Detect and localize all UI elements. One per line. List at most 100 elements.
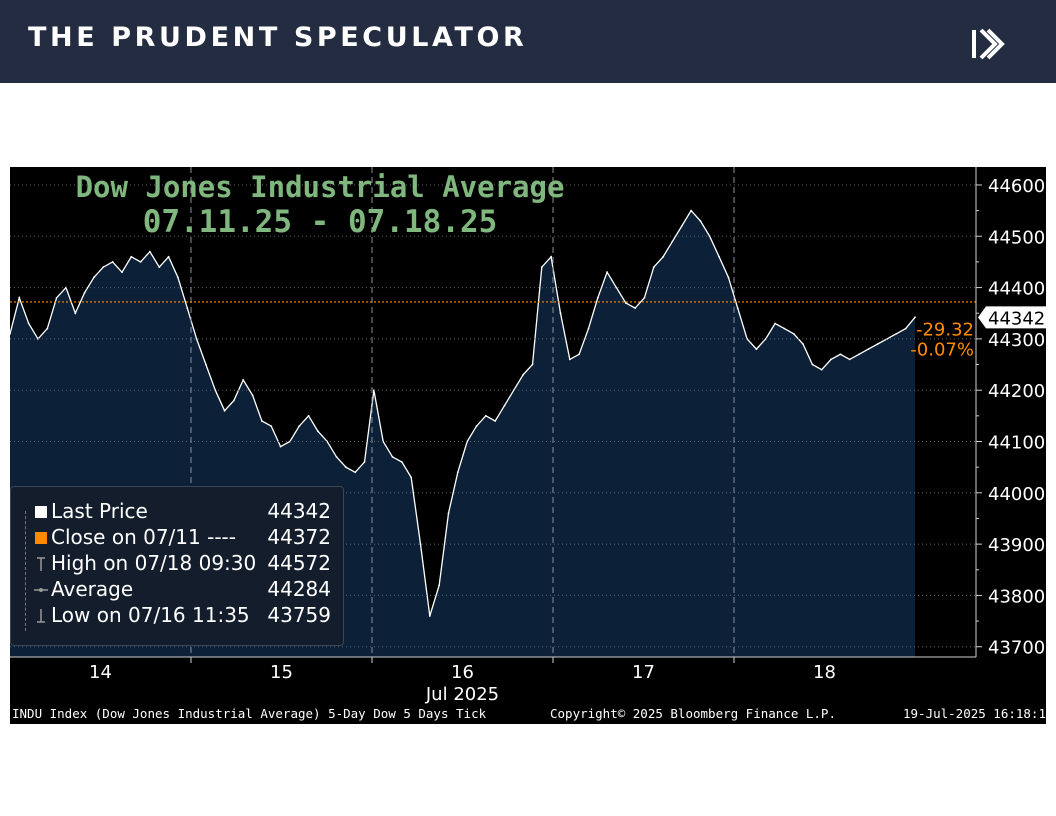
footer-index-description: INDU Index (Dow Jones Industrial Average… — [12, 706, 487, 721]
data-point — [111, 261, 114, 263]
high-marker-icon — [37, 557, 45, 571]
data-point — [74, 312, 77, 315]
data-point — [680, 225, 683, 227]
legend-value: 44342 — [267, 499, 331, 523]
data-point — [755, 348, 758, 350]
page-header: THE PRUDENT SPECULATOR — [0, 0, 1056, 83]
last-price-tag-bg — [978, 306, 1046, 329]
y-tick-label: 44300 — [988, 330, 1045, 351]
data-point — [363, 461, 366, 463]
bloomberg-chart: 44600 44500 44400 44300 44200 44100 44000 43900… — [10, 167, 1054, 724]
data-point — [10, 332, 11, 335]
data-point — [484, 414, 487, 417]
data-point — [475, 425, 478, 427]
data-point — [158, 266, 161, 268]
data-point — [102, 266, 105, 268]
data-point — [699, 220, 702, 222]
data-point — [205, 363, 207, 366]
data-point — [727, 276, 730, 279]
data-point — [867, 348, 870, 350]
data-point — [531, 363, 534, 366]
data-point — [904, 327, 907, 330]
x-tick-label: 18 — [813, 662, 836, 683]
data-point — [167, 255, 170, 258]
data-point — [83, 291, 86, 294]
data-point — [27, 322, 30, 325]
data-point — [615, 286, 618, 289]
legend-label: Low on 07/16 11:35 — [51, 603, 250, 627]
square-swatch-icon — [35, 532, 47, 544]
data-point — [596, 296, 599, 299]
data-point — [587, 327, 590, 330]
chart-subtitle: 07.11.25 - 07.18.25 — [143, 204, 498, 240]
data-point — [55, 296, 58, 299]
data-point — [317, 430, 319, 433]
data-point — [46, 327, 49, 330]
data-point — [419, 543, 422, 545]
data-point — [261, 420, 263, 422]
legend-row-last-price: Last Price 44342 — [11, 499, 343, 525]
data-point — [578, 353, 580, 356]
y-tick-label: 44600 — [988, 176, 1045, 197]
data-point — [848, 358, 851, 361]
chart-title: Dow Jones Industrial Average — [76, 170, 565, 204]
data-point — [802, 343, 804, 345]
last-price-tag: 44342 — [988, 308, 1045, 329]
data-point — [345, 466, 347, 469]
data-point — [186, 307, 189, 309]
data-point — [690, 209, 692, 212]
data-point — [298, 425, 301, 427]
data-point — [839, 353, 842, 356]
legend-row-high: High on 07/18 09:30 44572 — [11, 551, 343, 577]
data-point — [195, 338, 198, 340]
data-point — [279, 445, 282, 448]
chart-legend: Last Price 44342 Close on 07/11 ---- 443… — [10, 486, 344, 646]
change-pct-label: -0.07% — [910, 339, 974, 360]
data-point — [177, 276, 179, 279]
data-point — [792, 332, 795, 335]
brand-title: THE PRUDENT SPECULATOR — [28, 22, 528, 53]
y-tick-label: 43800 — [988, 586, 1045, 607]
data-point — [149, 250, 151, 253]
data-point — [233, 399, 235, 402]
data-point — [662, 255, 664, 258]
data-point — [447, 512, 450, 515]
legend-value: 44284 — [267, 577, 331, 601]
footer-timestamp: 19-Jul-2025 16:18:19 — [903, 706, 1054, 721]
data-point — [335, 456, 338, 458]
data-point — [307, 414, 310, 417]
data-point — [223, 409, 226, 412]
data-point — [18, 296, 21, 299]
data-point — [503, 404, 506, 407]
y-tick-label: 44100 — [988, 433, 1045, 454]
data-point — [550, 255, 552, 258]
data-point — [830, 358, 832, 361]
data-point — [634, 307, 636, 309]
square-swatch-icon — [35, 506, 47, 518]
data-point — [139, 261, 142, 263]
y-tick-label: 43900 — [988, 535, 1045, 556]
data-point — [410, 476, 413, 479]
data-point — [876, 343, 879, 345]
data-point — [121, 271, 123, 274]
data-point — [130, 255, 133, 258]
x-tick-label: 14 — [89, 662, 112, 683]
y-tick-label: 43700 — [988, 638, 1045, 659]
data-point — [736, 307, 739, 309]
y-tick-label: 44000 — [988, 484, 1045, 505]
data-point — [568, 358, 571, 361]
data-point — [671, 240, 674, 243]
data-point — [456, 471, 459, 474]
series-line-last-price — [10, 209, 916, 617]
legend-label: High on 07/18 09:30 — [51, 551, 257, 575]
y-tick-label: 44500 — [988, 227, 1045, 248]
average-marker-icon — [34, 588, 48, 592]
data-point — [242, 379, 245, 381]
data-point — [643, 296, 646, 299]
data-point — [559, 312, 562, 315]
legend-value: 43759 — [267, 603, 331, 627]
legend-label: Average — [51, 577, 134, 601]
y-tick-label: 44200 — [988, 381, 1045, 402]
data-point — [820, 368, 823, 371]
low-marker-icon — [37, 609, 45, 623]
